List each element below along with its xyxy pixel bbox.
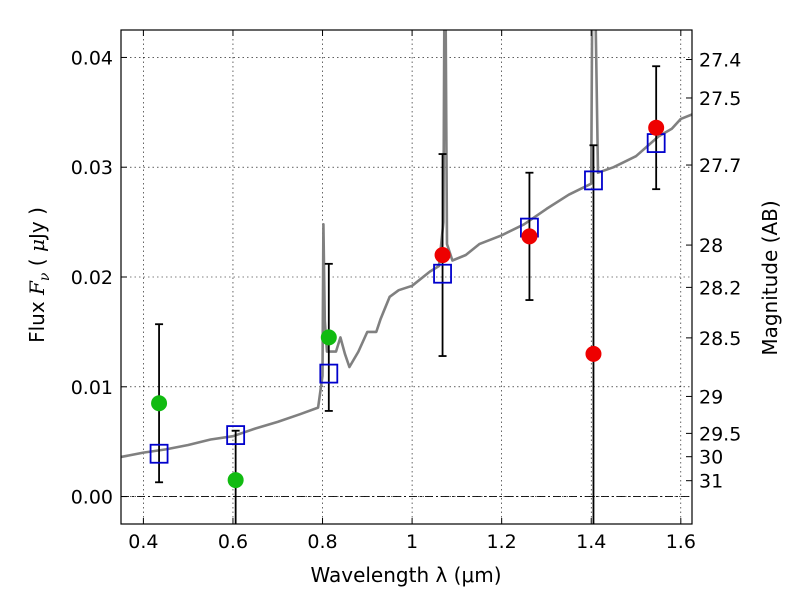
x-tick-label: 0.4: [128, 531, 158, 553]
photometry-point: [648, 119, 665, 136]
right-tick-label: 27.4: [699, 50, 741, 72]
y-axis-title-lead: Flux: [25, 295, 49, 343]
photometry-point: [434, 247, 451, 264]
right-tick-label: 29.5: [699, 423, 741, 445]
y-axis-title-unit-symbol: μ: [25, 239, 49, 252]
model-square-marker: [433, 263, 452, 284]
right-tick-label: 27.5: [699, 88, 741, 110]
right-tick-label: 27.7: [699, 155, 741, 177]
model-spectrum: [121, 30, 692, 459]
photometry-point: [227, 472, 244, 489]
y-axis-title-paren: (: [25, 252, 49, 273]
right-tick-label: 30: [699, 447, 723, 469]
grid-lines: [121, 30, 692, 524]
y-tick-label: 0.02: [71, 267, 113, 289]
photometry-point: [320, 329, 337, 346]
data-markers: [149, 119, 666, 489]
model-square-marker: [319, 363, 339, 384]
y-tick-label: 0.01: [71, 377, 113, 399]
photometry-point: [585, 345, 602, 362]
right-tick-label: 28.5: [699, 328, 741, 350]
x-tick-label: 0.8: [307, 531, 337, 553]
right-tick-label: 28: [699, 235, 723, 257]
y-axis-title-symbol: F: [25, 280, 49, 296]
y-axis-title-subscript: ν: [37, 272, 53, 281]
spectrum-line: [121, 30, 692, 459]
model-square-marker: [226, 425, 246, 445]
right-axis-title: Magnitude (AB): [758, 200, 782, 355]
x-tick-label: 1.4: [576, 531, 606, 553]
model-square-marker: [584, 170, 603, 191]
y-tick-label: 0.04: [71, 47, 113, 69]
right-tick-label: 29: [699, 386, 723, 408]
axis-ticks: 0.4 0.6 0.8 1 1.2 1.4 1.6 0.00 0.01 0.02 0.03 0.04 2…: [71, 30, 741, 553]
right-tick-label: 31: [699, 471, 723, 493]
model-square-marker: [149, 443, 169, 464]
right-tick-label: 28.2: [699, 277, 741, 299]
photometry-point: [521, 228, 538, 245]
error-bars: [155, 65, 661, 524]
x-tick-label: 1.6: [666, 531, 696, 553]
photometry-point: [151, 395, 168, 412]
x-tick-label: 0.6: [218, 531, 248, 553]
y-tick-label: 0.00: [71, 487, 113, 509]
y-tick-label: 0.03: [71, 157, 113, 179]
y-axis-title: Flux Fν ( μJy ): [25, 207, 53, 343]
x-axis-title: Wavelength λ (μm): [310, 563, 501, 587]
x-tick-label: 1.2: [487, 531, 517, 553]
x-tick-label: 1: [406, 531, 418, 553]
y-axis-title-unit: Jy ): [25, 207, 49, 241]
